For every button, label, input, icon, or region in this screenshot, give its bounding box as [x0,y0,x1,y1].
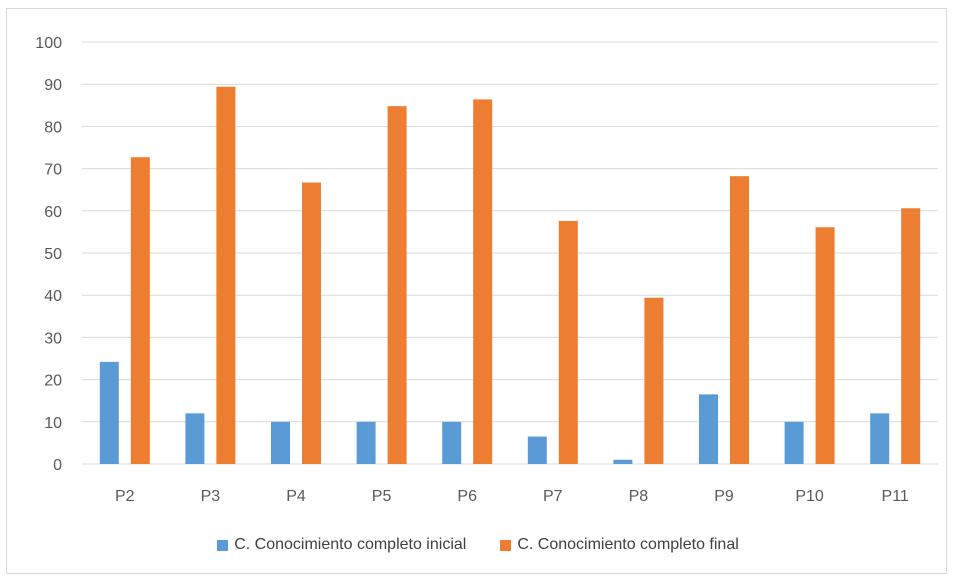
bar-inicial-p9 [699,394,718,464]
x-tick-label: P6 [457,488,477,505]
bar-final-p5 [387,106,407,465]
y-tick-label: 60 [44,204,62,221]
x-tick-label: P11 [882,488,909,505]
legend-item-final: C. Conocimiento completo final [500,536,739,554]
x-tick-label: P8 [629,488,649,505]
y-axis-ticks: 0 10 20 30 40 50 60 70 80 90 100 [35,35,62,474]
x-tick-label: P3 [201,488,221,505]
y-tick-label: 40 [44,288,62,305]
bar-final-p4 [302,182,321,464]
y-tick-label: 80 [44,119,62,136]
x-axis-ticks: P2 P3 P4 P5 P6 P7 P8 P9 P10 P11 [115,488,909,505]
y-tick-label: 90 [44,77,62,94]
y-tick-label: 70 [44,162,62,179]
legend: C. Conocimiento completo inicial C. Cono… [0,533,956,557]
bar-final-p2 [130,157,150,464]
y-tick-label: 30 [44,330,62,347]
bar-final-p10 [815,227,835,464]
bar-inicial-p6 [442,421,462,464]
bar-final-p11 [901,208,921,464]
x-tick-label: P10 [795,488,824,505]
bar-inicial-p7 [527,436,547,464]
legend-label-final: C. Conocimiento completo final [517,536,739,553]
legend-swatch-final [500,539,512,551]
y-tick-label: 50 [44,246,62,263]
bar-inicial-p10 [784,421,804,464]
x-tick-label: P7 [543,488,563,505]
bar-inicial-p8 [613,459,633,464]
y-tick-label: 10 [44,415,62,432]
legend-item-inicial: C. Conocimiento completo inicial [217,536,466,554]
x-tick-label: P5 [372,488,392,505]
bar-inicial-p4 [271,421,290,464]
y-tick-label: 0 [53,457,62,474]
bar-inicial-p2 [99,361,119,464]
gridlines [82,41,938,465]
bar-final-p6 [473,99,493,464]
bar-final-p9 [730,176,749,465]
bar-final-p8 [644,297,664,464]
bar-final-p7 [558,220,578,464]
legend-label-inicial: C. Conocimiento completo inicial [234,536,467,553]
bar-inicial-p3 [185,413,205,464]
bar-inicial-p5 [356,421,376,464]
x-tick-label: P4 [286,488,306,505]
bars [99,86,921,465]
bar-final-p3 [216,86,236,465]
bar-inicial-p11 [870,413,890,464]
legend-swatch-inicial [217,539,229,551]
x-tick-label: P2 [115,488,135,505]
y-tick-label: 20 [44,373,62,390]
y-tick-label: 100 [35,35,62,52]
x-tick-label: P9 [714,488,734,505]
